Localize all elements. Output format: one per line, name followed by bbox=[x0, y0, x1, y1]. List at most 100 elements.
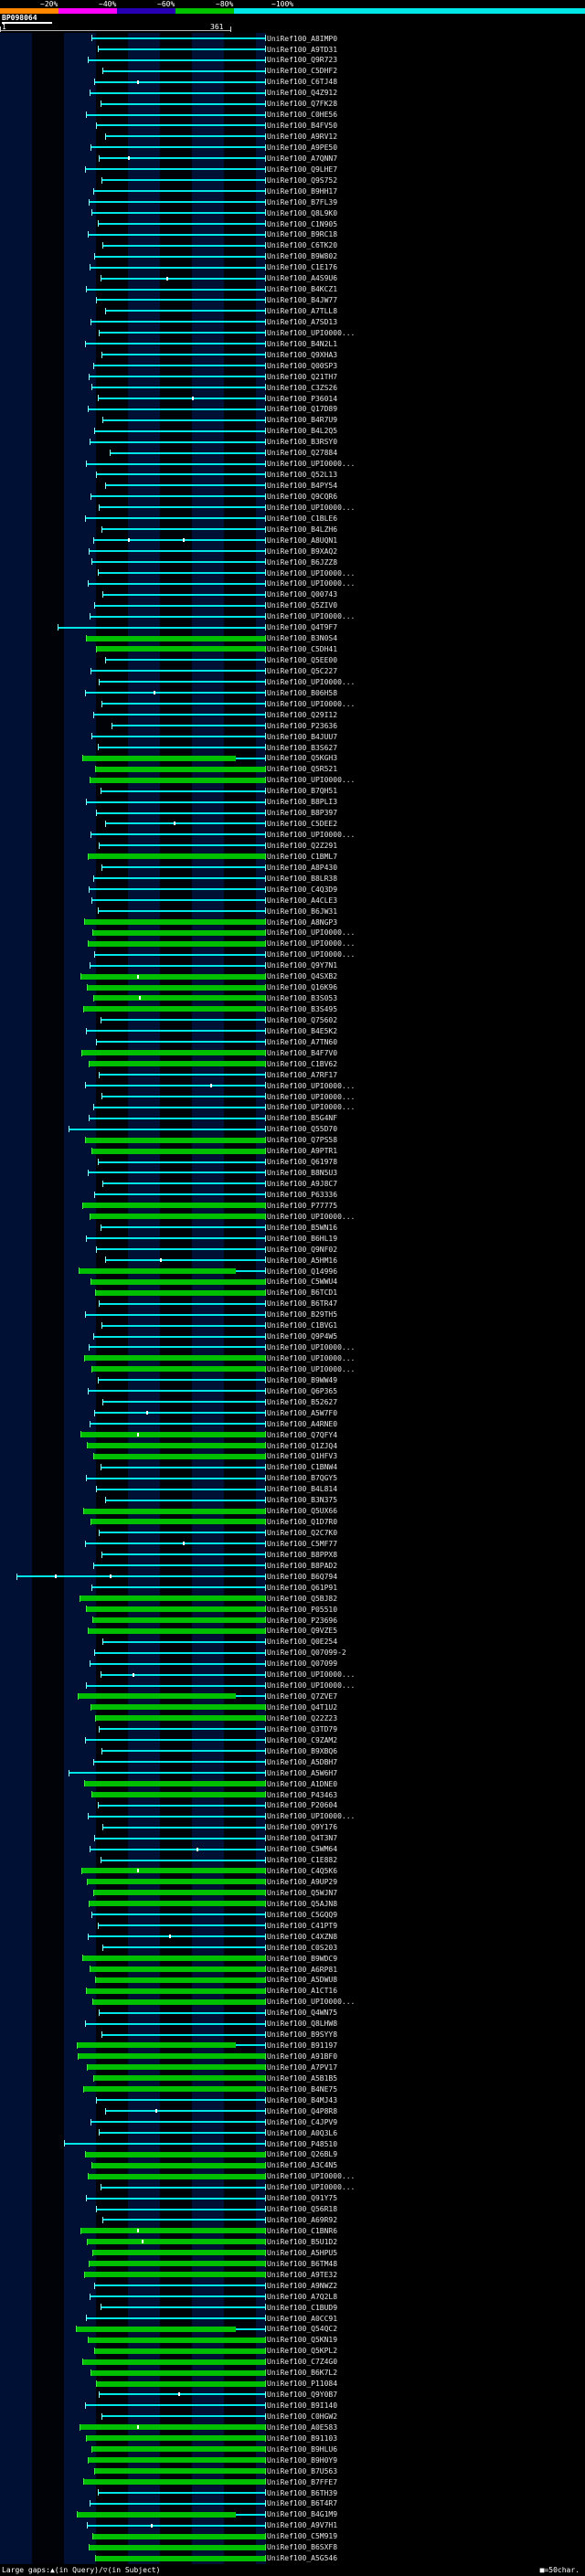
hit-bar[interactable] bbox=[0, 775, 266, 786]
hit-label[interactable]: UniRef100_B3RSY0 bbox=[267, 438, 338, 447]
hit-bar[interactable] bbox=[0, 1571, 266, 1582]
hit-label[interactable]: UniRef100_A5W6H7 bbox=[267, 1768, 338, 1777]
hit-label[interactable]: UniRef100_B4E5K2 bbox=[267, 1026, 338, 1035]
hit-bar[interactable] bbox=[0, 1549, 266, 1560]
hit-bar[interactable] bbox=[0, 371, 266, 382]
hit-bar[interactable] bbox=[0, 1342, 266, 1353]
hit-bar[interactable] bbox=[0, 2509, 266, 2520]
hit-label[interactable]: UniRef100_UPI0000... bbox=[267, 1081, 356, 1090]
hit-bar[interactable] bbox=[0, 1331, 266, 1342]
hit-label[interactable]: UniRef100_P43463 bbox=[267, 1790, 338, 1799]
hit-bar[interactable] bbox=[0, 1855, 266, 1866]
hit-label[interactable]: UniRef100_Q5KPL2 bbox=[267, 2347, 338, 2356]
hit-bar[interactable] bbox=[0, 175, 266, 186]
hit-bar[interactable] bbox=[0, 1626, 266, 1637]
hit-label[interactable]: UniRef100_B7FL39 bbox=[267, 197, 338, 207]
hit-label[interactable]: UniRef100_A4RNE0 bbox=[267, 1419, 338, 1428]
hit-bar[interactable] bbox=[0, 1113, 266, 1124]
hit-bar[interactable] bbox=[0, 742, 266, 753]
hit-bar[interactable] bbox=[0, 1745, 266, 1756]
hit-label[interactable]: UniRef100_C5DH41 bbox=[267, 645, 338, 654]
hit-bar[interactable] bbox=[0, 1538, 266, 1549]
hit-bar[interactable] bbox=[0, 1756, 266, 1767]
hit-bar[interactable] bbox=[0, 2357, 266, 2368]
hit-label[interactable]: UniRef100_Q7QFY4 bbox=[267, 1430, 338, 1439]
hit-label[interactable]: UniRef100_C5WM64 bbox=[267, 1845, 338, 1854]
hit-bar[interactable] bbox=[0, 808, 266, 819]
hit-label[interactable]: UniRef100_B6TR47 bbox=[267, 1299, 338, 1309]
hit-bar[interactable] bbox=[0, 2346, 266, 2357]
hit-bar[interactable] bbox=[0, 1986, 266, 1997]
hit-label[interactable]: UniRef100_B52627 bbox=[267, 1397, 338, 1406]
hit-label[interactable]: UniRef100_B7QGY5 bbox=[267, 1474, 338, 1483]
hit-label[interactable]: UniRef100_C4XZN8 bbox=[267, 1932, 338, 1941]
hit-label[interactable]: UniRef100_Q29I12 bbox=[267, 710, 338, 719]
hit-label[interactable]: UniRef100_A1CT16 bbox=[267, 1987, 338, 1996]
hit-label[interactable]: UniRef100_B4LZH6 bbox=[267, 525, 338, 534]
hit-label[interactable]: UniRef100_B6HL19 bbox=[267, 1234, 338, 1243]
hit-bar[interactable] bbox=[0, 2269, 266, 2280]
hit-bar[interactable] bbox=[0, 2324, 266, 2335]
hit-label[interactable]: UniRef100_UPI0000... bbox=[267, 776, 356, 785]
hit-label[interactable]: UniRef100_Q4T3N7 bbox=[267, 1834, 338, 1843]
hit-label[interactable]: UniRef100_B4KCZ1 bbox=[267, 285, 338, 294]
hit-bar[interactable] bbox=[0, 349, 266, 360]
hit-bar[interactable] bbox=[0, 589, 266, 600]
hit-bar[interactable] bbox=[0, 1876, 266, 1887]
hit-label[interactable]: UniRef100_UPI0000... bbox=[267, 612, 356, 621]
hit-bar[interactable] bbox=[0, 720, 266, 731]
hit-bar[interactable] bbox=[0, 2094, 266, 2105]
hit-label[interactable]: UniRef100_Q5BJ82 bbox=[267, 1594, 338, 1603]
hit-label[interactable]: UniRef100_B3N375 bbox=[267, 1496, 338, 1505]
hit-label[interactable]: UniRef100_P20604 bbox=[267, 1801, 338, 1810]
hit-bar[interactable] bbox=[0, 1712, 266, 1723]
hit-bar[interactable] bbox=[0, 1887, 266, 1898]
hit-bar[interactable] bbox=[0, 644, 266, 655]
hit-label[interactable]: UniRef100_C4Q3D9 bbox=[267, 885, 338, 894]
hit-bar[interactable] bbox=[0, 1385, 266, 1396]
hit-label[interactable]: UniRef100_UPI0000... bbox=[267, 1364, 356, 1373]
hit-bar[interactable] bbox=[0, 1352, 266, 1363]
hit-label[interactable]: UniRef100_B91103 bbox=[267, 2433, 338, 2443]
hit-label[interactable]: UniRef100_Q5EE00 bbox=[267, 656, 338, 665]
hit-label[interactable]: UniRef100_A5DWU8 bbox=[267, 1976, 338, 1985]
hit-bar[interactable] bbox=[0, 1363, 266, 1374]
hit-bar[interactable] bbox=[0, 971, 266, 982]
hit-bar[interactable] bbox=[0, 2553, 266, 2564]
hit-bar[interactable] bbox=[0, 633, 266, 644]
hit-label[interactable]: UniRef100_B4R7U9 bbox=[267, 416, 338, 425]
hit-label[interactable]: UniRef100_C7Z4G0 bbox=[267, 2358, 338, 2367]
hit-bar[interactable] bbox=[0, 1800, 266, 1811]
hit-label[interactable]: UniRef100_B3N0S4 bbox=[267, 634, 338, 643]
hit-label[interactable]: UniRef100_Q1HFV3 bbox=[267, 1452, 338, 1461]
hit-bar[interactable] bbox=[0, 1462, 266, 1473]
hit-label[interactable]: UniRef100_Q5UX66 bbox=[267, 1507, 338, 1516]
hit-bar[interactable] bbox=[0, 797, 266, 808]
hit-bar[interactable] bbox=[0, 437, 266, 448]
hit-label[interactable]: UniRef100_A5B1B5 bbox=[267, 2073, 338, 2083]
hit-label[interactable]: UniRef100_A69R92 bbox=[267, 2216, 338, 2225]
hit-label[interactable]: UniRef100_Q00743 bbox=[267, 590, 338, 599]
hit-bar[interactable] bbox=[0, 2313, 266, 2324]
hit-bar[interactable] bbox=[0, 1734, 266, 1745]
hit-bar[interactable] bbox=[0, 1146, 266, 1157]
hit-label[interactable]: UniRef100_A8IMP0 bbox=[267, 34, 338, 43]
hit-label[interactable]: UniRef100_B3S053 bbox=[267, 994, 338, 1003]
hit-bar[interactable] bbox=[0, 1244, 266, 1255]
hit-label[interactable]: UniRef100_B8N5U3 bbox=[267, 1169, 338, 1178]
hit-bar[interactable] bbox=[0, 1778, 266, 1789]
hit-label[interactable]: UniRef100_B4MJ43 bbox=[267, 2095, 338, 2104]
hit-bar[interactable] bbox=[0, 1374, 266, 1385]
hit-bar[interactable] bbox=[0, 1789, 266, 1800]
hit-bar[interactable] bbox=[0, 2390, 266, 2401]
hit-label[interactable]: UniRef100_A9PTR1 bbox=[267, 1147, 338, 1156]
hit-label[interactable]: UniRef100_Q5KGH3 bbox=[267, 754, 338, 763]
hit-label[interactable]: UniRef100_UPI0000... bbox=[267, 1212, 356, 1221]
hit-bar[interactable] bbox=[0, 153, 266, 164]
hit-label[interactable]: UniRef100_A0E583 bbox=[267, 2422, 338, 2432]
hit-bar[interactable] bbox=[0, 1560, 266, 1571]
hit-bar[interactable] bbox=[0, 1833, 266, 1844]
hit-bar[interactable] bbox=[0, 1898, 266, 1909]
hit-bar[interactable] bbox=[0, 33, 266, 44]
hit-bar[interactable] bbox=[0, 2062, 266, 2072]
